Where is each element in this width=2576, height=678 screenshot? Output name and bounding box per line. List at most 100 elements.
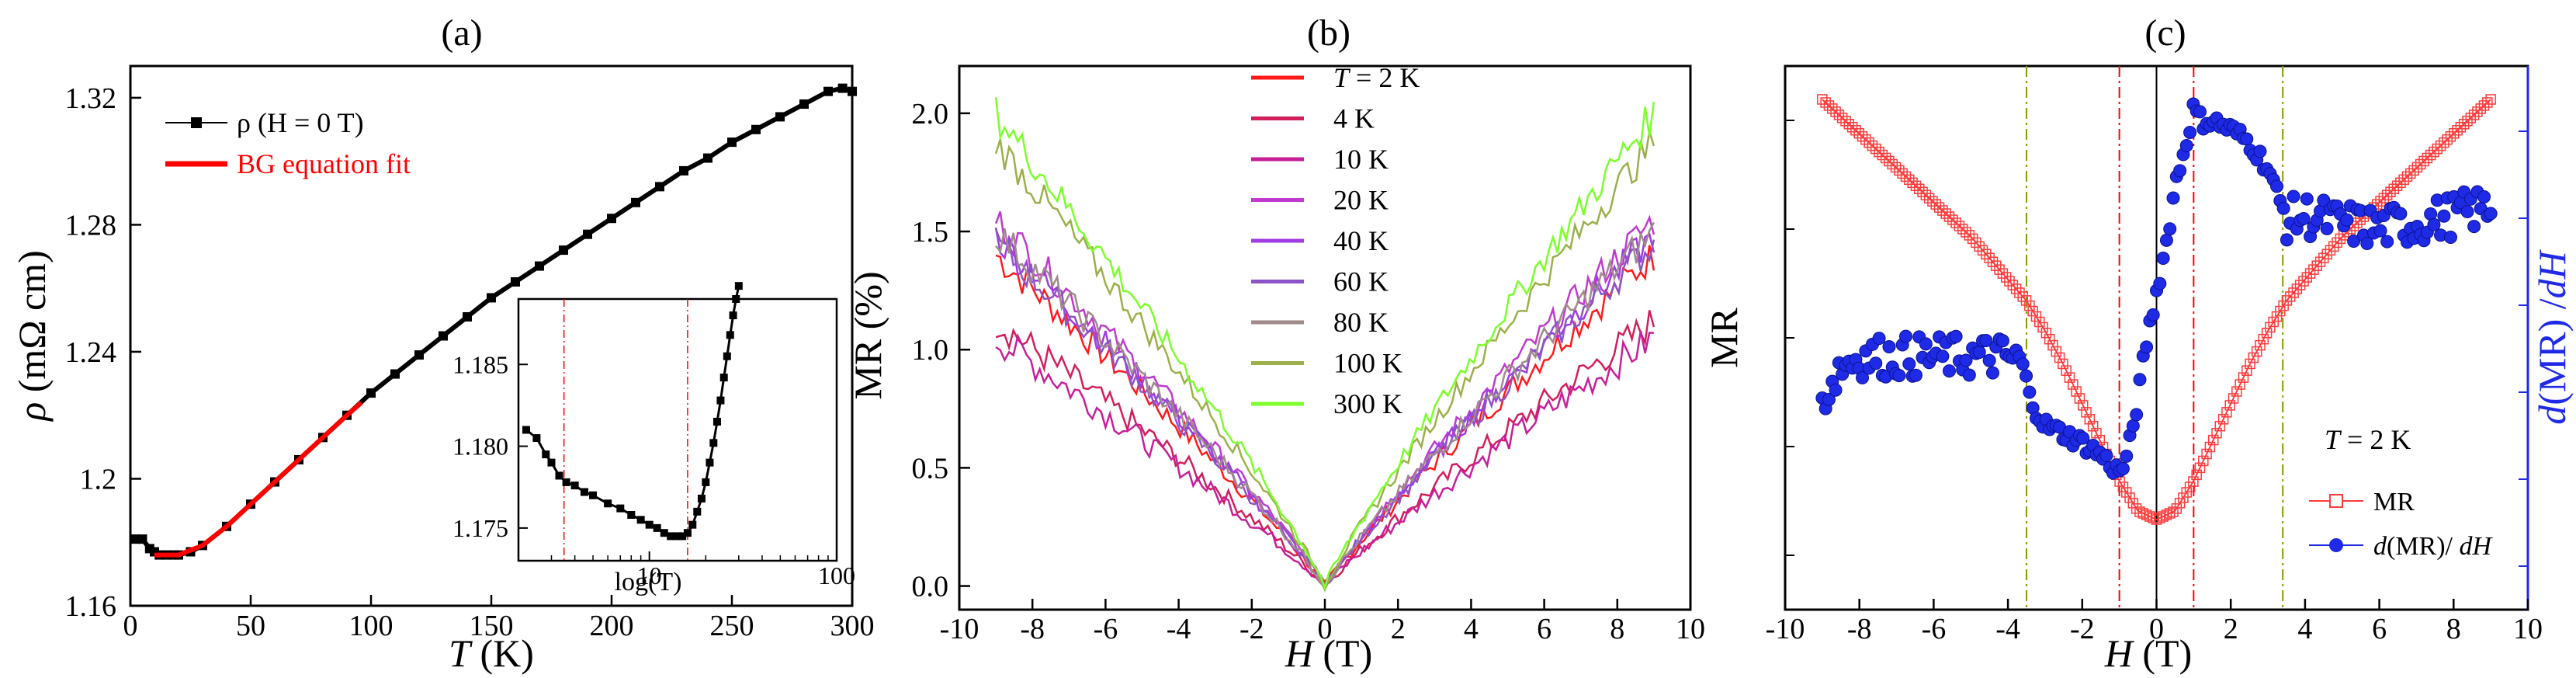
inset-rho-point (697, 494, 706, 502)
mr-point (2311, 260, 2322, 271)
inset-rho-point (693, 507, 702, 516)
mr-point (1907, 177, 1918, 189)
x-tick-label: 6 (2372, 613, 2387, 645)
dmr-point (2280, 233, 2293, 247)
dmr-point (2427, 217, 2441, 231)
mr-point (2455, 122, 2467, 133)
mr-point (2439, 137, 2449, 148)
mr-series-60k (994, 228, 1656, 586)
legend-label: 10 K (1333, 144, 1389, 175)
inset-rho-point (522, 426, 530, 434)
legend-label: 4 K (1333, 103, 1375, 134)
rho-point (583, 229, 592, 239)
rho-point (439, 331, 448, 341)
dmr-point (2276, 201, 2290, 215)
mr-point (2258, 333, 2269, 345)
x-tick-label: 300 (830, 610, 875, 642)
mr-point (2475, 103, 2486, 114)
y-tick-label: 2.0 (912, 98, 949, 130)
mr-point (2271, 311, 2283, 322)
mr-point (2318, 252, 2329, 263)
mr-point (1864, 137, 1874, 148)
mr-point (2081, 407, 2092, 418)
mr-point (1950, 217, 1961, 228)
mr-point (2194, 462, 2206, 474)
rho-point (487, 293, 496, 303)
panel-b-y-ticks: 0.0 0.5 1.0 1.5 2.0 (912, 98, 970, 603)
mr-point (2432, 143, 2443, 155)
mr-point (2265, 322, 2276, 333)
rho-point (511, 277, 520, 287)
dmr-point (1882, 340, 1896, 354)
mr-point (1840, 116, 1851, 127)
rho-point (535, 261, 544, 271)
x-tick-label: 4 (2297, 613, 2312, 645)
mr-point (2000, 272, 2012, 283)
inset-rho-point (547, 458, 556, 467)
dmr-point (2076, 431, 2090, 445)
dmr-point (2016, 357, 2030, 371)
dmr-point (2253, 144, 2267, 158)
dmr-point (1829, 383, 1843, 397)
dmr-point (2270, 179, 2284, 193)
mr-point (1971, 237, 1981, 249)
x-tick-label: 10 (1676, 613, 1705, 645)
mr-point (1974, 241, 1985, 252)
inset-rho-point (555, 471, 563, 480)
inset-rho-point (712, 417, 721, 426)
mr-point (2408, 165, 2419, 176)
mr-point (2211, 427, 2222, 439)
dmr-point (2297, 211, 2311, 225)
mr-point (2335, 233, 2346, 245)
mr-point (2422, 152, 2433, 164)
rho-point (751, 124, 761, 134)
rho-point (703, 153, 712, 163)
inset-rho-point (734, 282, 743, 290)
dmr-point (2179, 139, 2193, 153)
dmr-point (2183, 126, 2197, 140)
mr-point (2087, 420, 2099, 432)
mr-point (2228, 393, 2239, 404)
panel-a-x-axis-label: T (K) (449, 631, 534, 675)
x-tick-label: 6 (1537, 613, 1551, 645)
legend-label: 60 K (1333, 266, 1389, 297)
mr-point (2245, 358, 2255, 370)
dmr-point (2130, 408, 2144, 422)
mr-point (1940, 208, 1951, 219)
y-tick-label: 0.0 (912, 571, 949, 603)
dmr-point (2023, 385, 2037, 399)
mr-point (2425, 149, 2436, 161)
mr-point (2328, 241, 2339, 252)
mr-point (1994, 264, 2005, 275)
mr-point (2014, 287, 2025, 298)
panel-a-legend: ρ (H = 0 T) BG equation fit (165, 107, 411, 179)
mr-point (1917, 186, 1928, 197)
x-tick-label: -6 (1922, 613, 1947, 645)
inset-y-tick-label: 1.175 (452, 514, 508, 542)
dmr-point (1962, 368, 1976, 382)
inset-rho-point (709, 439, 718, 447)
mr-point (2037, 322, 2048, 333)
dmr-point (2460, 205, 2474, 219)
mr-point (2275, 305, 2286, 317)
legend-rho-marker (191, 117, 202, 128)
mr-point (2458, 119, 2470, 130)
mr-point (1964, 230, 1975, 241)
inset-rho-point (562, 478, 570, 486)
mr-point (2308, 264, 2319, 275)
mr-point (2184, 482, 2196, 492)
panel-c: (c) -10 -8 -6 -4 -2 0 2 4 6 8 10 H (T) MR d(MR) /d… (1702, 12, 2574, 675)
x-tick-label: 2 (1391, 613, 1406, 645)
mr-point (1820, 97, 1831, 108)
dmr-point (2020, 369, 2033, 383)
panel-b-legend: T = 2 K 4 K 10 K 20 K 40 K 60 K 80 K 100 K 300 K (1251, 62, 1420, 419)
mr-point (1923, 193, 1935, 203)
mr-point (2462, 116, 2473, 127)
inset-rho-point (726, 331, 734, 339)
mr-point (2134, 506, 2145, 517)
mr-point (1894, 165, 1905, 176)
panel-a-x-ticks: 0 50 100 150 200 250 300 (123, 595, 875, 642)
mr-point (2074, 393, 2085, 404)
mr-point (2398, 174, 2409, 186)
